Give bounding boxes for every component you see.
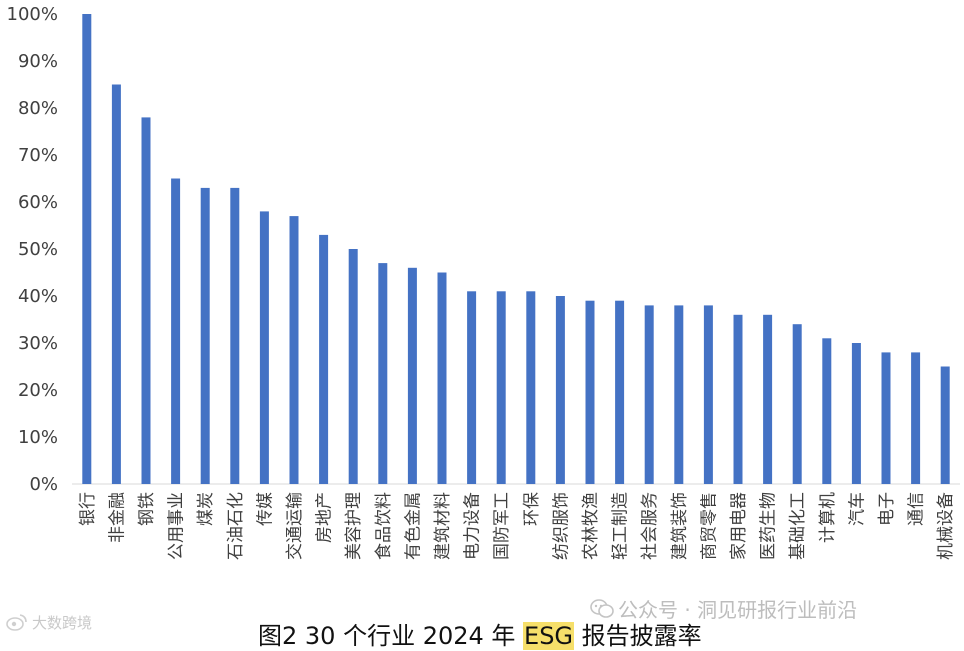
y-tick-label: 90% [18, 51, 58, 72]
bar [111, 84, 121, 484]
x-tick-label: 石油石化 [226, 492, 246, 560]
x-tick-label: 电力设备 [463, 492, 483, 560]
bar [940, 366, 950, 484]
x-tick-label: 公用事业 [167, 492, 187, 560]
x-tick-label: 社会服务 [640, 492, 660, 560]
x-tick-label: 家用电器 [729, 492, 749, 560]
x-tick-label: 美容护理 [344, 492, 364, 560]
y-tick-label: 10% [18, 427, 58, 448]
bar [141, 117, 151, 485]
x-tick-label: 食品饮料 [374, 492, 394, 560]
bar [763, 314, 773, 484]
bar [911, 352, 921, 484]
bar [467, 291, 477, 484]
watermark-right-text: 公众号 · 洞见研报行业前沿 [618, 598, 858, 622]
y-tick-label: 70% [18, 145, 58, 166]
x-tick-label: 汽车 [847, 492, 867, 526]
x-tick-label: 纺织服饰 [551, 492, 571, 560]
bar [407, 267, 417, 484]
bar-chart: 0% 10% 20% 30% 40% 50% 60% 70% 80% 90% 100% 银行 非金融 钢铁… [7, 4, 960, 560]
figure-caption: 图2 30 个行业 2024 年 ESG 报告披露率 [258, 616, 702, 651]
bar [822, 338, 832, 484]
x-tick-label: 银行 [78, 492, 98, 526]
bar [792, 324, 802, 484]
x-tick-label: 通信 [907, 492, 927, 526]
x-tick-label: 环保 [522, 492, 542, 526]
x-tick-label: 医药生物 [759, 492, 779, 560]
x-tick-label: 国防军工 [492, 492, 512, 560]
x-tick-label: 传媒 [255, 492, 275, 526]
x-tick-label: 计算机 [818, 492, 838, 543]
x-tick-label: 建筑装饰 [670, 492, 690, 560]
bar [644, 305, 654, 484]
bar [585, 300, 595, 484]
bar [851, 343, 861, 484]
bar [171, 178, 181, 484]
x-tick-label: 煤炭 [196, 492, 216, 526]
bar [259, 211, 269, 484]
x-tick-label: 钢铁 [137, 492, 157, 526]
x-tick-label: 有色金属 [403, 492, 423, 560]
bar [881, 352, 891, 484]
bar [555, 296, 565, 484]
y-tick-label: 30% [18, 333, 58, 354]
x-tick-label: 非金融 [107, 492, 127, 543]
y-tick-label: 40% [18, 286, 58, 307]
x-tick-label: 轻工制造 [611, 492, 631, 560]
x-tick-label: 商贸零售 [699, 492, 719, 560]
bar [437, 272, 447, 484]
bar [615, 300, 625, 484]
x-tick-label: 农林牧渔 [581, 492, 601, 560]
bar [378, 263, 388, 484]
bar [348, 249, 358, 484]
caption-before: 图2 30 个行业 2024 年 [258, 622, 524, 650]
y-tick-label: 80% [18, 98, 58, 119]
y-tick-label: 20% [18, 380, 58, 401]
caption-highlight: ESG [523, 622, 575, 650]
bar [82, 14, 92, 484]
x-tick-label: 基础化工 [788, 492, 808, 560]
bar [496, 291, 506, 484]
y-tick-label: 60% [18, 192, 58, 213]
x-tick-label: 交通运输 [285, 492, 305, 560]
caption-after: 报告披露率 [574, 622, 702, 650]
weibo-icon [6, 613, 28, 635]
bar [526, 291, 536, 484]
watermark-left-text: 大数跨境 [32, 614, 93, 632]
x-tick-label: 机械设备 [936, 492, 956, 560]
watermark-right: 公众号 · 洞见研报行业前沿 [590, 594, 857, 625]
bar [230, 187, 240, 484]
watermark-left: 大数跨境 [6, 612, 92, 635]
bar [703, 305, 713, 484]
bar [674, 305, 684, 484]
bar [289, 216, 299, 484]
y-tick-label: 100% [7, 4, 58, 25]
bar [733, 314, 743, 484]
bar [200, 187, 210, 484]
x-tick-label: 电子 [877, 492, 897, 526]
x-tick-label: 房地产 [315, 492, 335, 543]
y-tick-label: 0% [29, 474, 58, 495]
y-tick-label: 50% [18, 239, 58, 260]
x-tick-label: 建筑材料 [433, 492, 453, 560]
caption-bar: 大数跨境 图2 30 个行业 2024 年 ESG 报告披露率 公众号 · 洞见… [0, 598, 964, 650]
wechat-icon [590, 598, 614, 625]
bar [319, 234, 329, 484]
